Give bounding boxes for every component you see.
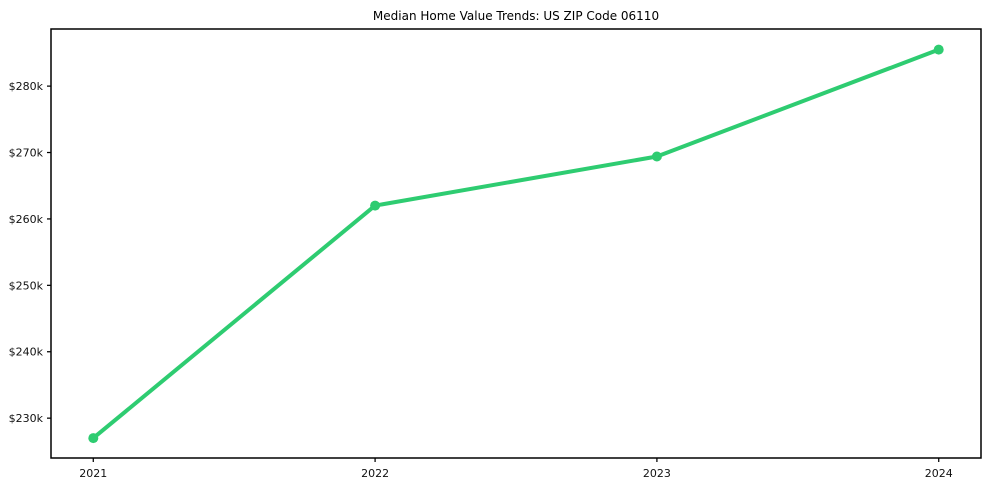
y-axis-tick-label: $240k [9,346,44,359]
y-axis-tick-label: $270k [9,147,44,160]
y-axis-tick-label: $250k [9,279,44,292]
chart-title: Median Home Value Trends: US ZIP Code 06… [372,9,660,23]
data-point-marker [88,433,99,444]
data-point-marker [370,200,381,211]
y-axis-tick-label: $280k [9,80,44,93]
x-axis-tick-label: 2023 [643,467,671,480]
plot-frame [50,28,982,459]
data-point-marker [933,44,944,55]
x-axis-tick-label: 2021 [79,467,107,480]
line-series [91,47,941,441]
y-axis-tick-label: $260k [9,213,44,226]
x-axis-tick-label: 2022 [361,467,389,480]
data-point-marker [651,151,662,162]
x-axis-tick-label: 2024 [925,467,953,480]
y-axis-tick-label: $230k [9,412,44,425]
